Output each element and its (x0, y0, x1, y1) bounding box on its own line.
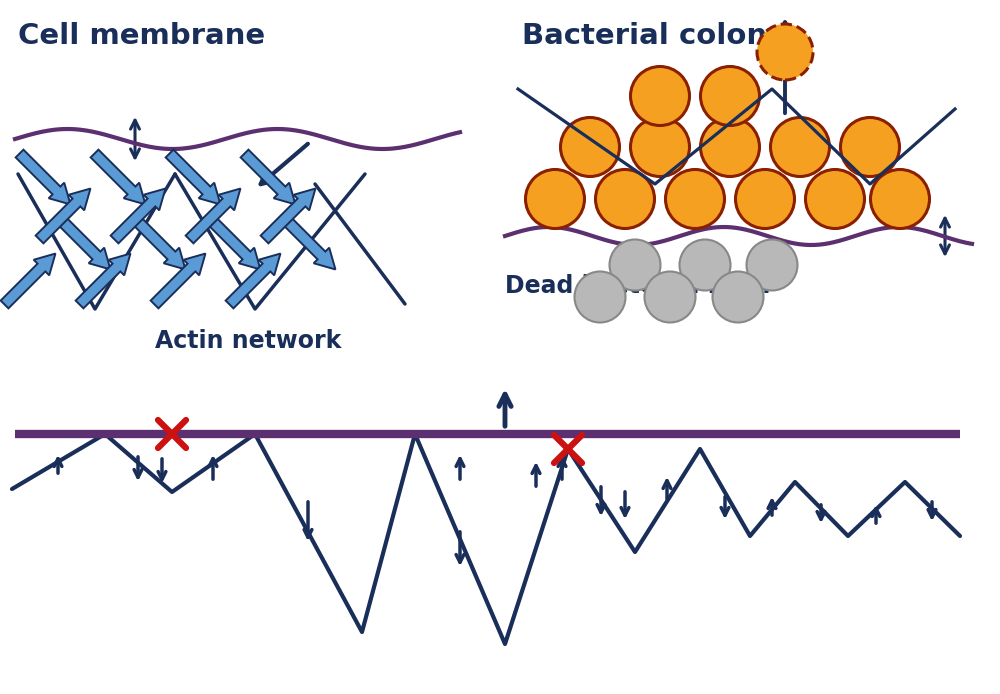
Text: Dead bacterial layer: Dead bacterial layer (505, 274, 774, 298)
Circle shape (700, 117, 760, 176)
Polygon shape (1, 253, 55, 308)
Circle shape (757, 24, 813, 80)
Polygon shape (111, 189, 165, 244)
Circle shape (610, 239, 660, 291)
Circle shape (700, 67, 760, 126)
Circle shape (631, 117, 690, 176)
Polygon shape (261, 189, 315, 244)
Polygon shape (76, 253, 130, 308)
Circle shape (644, 271, 696, 323)
Circle shape (746, 239, 798, 291)
Circle shape (806, 169, 864, 228)
Circle shape (560, 117, 620, 176)
Circle shape (736, 169, 794, 228)
Polygon shape (241, 150, 295, 205)
Polygon shape (36, 189, 90, 244)
Polygon shape (206, 214, 260, 269)
Circle shape (526, 169, 584, 228)
Circle shape (840, 117, 899, 176)
Circle shape (870, 169, 930, 228)
Text: Bacterial colony: Bacterial colony (522, 22, 786, 50)
Circle shape (680, 239, 730, 291)
Circle shape (631, 67, 690, 126)
Circle shape (596, 169, 654, 228)
Circle shape (574, 271, 626, 323)
Circle shape (770, 117, 830, 176)
Polygon shape (16, 150, 70, 205)
Polygon shape (151, 253, 205, 308)
Polygon shape (131, 214, 185, 269)
Polygon shape (281, 214, 335, 269)
Polygon shape (166, 150, 220, 205)
Text: Actin network: Actin network (155, 329, 341, 353)
Polygon shape (91, 150, 145, 205)
Circle shape (712, 271, 764, 323)
Polygon shape (56, 214, 110, 269)
Polygon shape (226, 253, 280, 308)
Circle shape (666, 169, 724, 228)
Polygon shape (186, 189, 240, 244)
Text: Cell membrane: Cell membrane (18, 22, 265, 50)
